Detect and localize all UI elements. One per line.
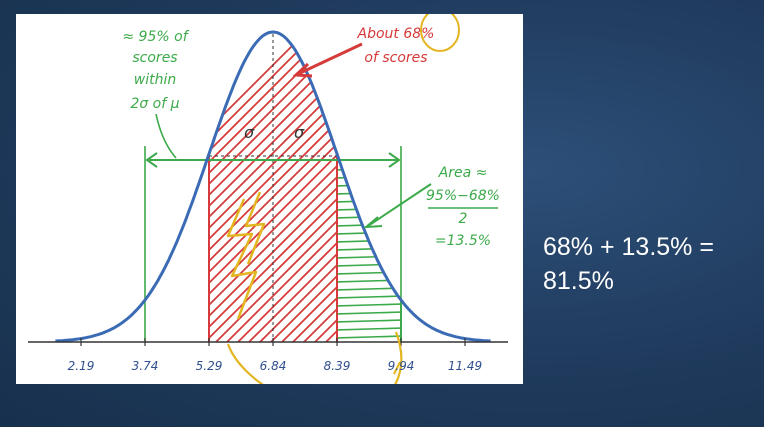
green-hatch-line (335, 144, 403, 146)
x-axis-tick-labels: 2.19 3.74 5.29 6.84 8.39 9.94 11.49 (68, 359, 483, 373)
green-hatch-line (337, 247, 401, 251)
red-hatch-line (248, 41, 337, 342)
right-annotation: Area ≈ 95%−68% 2 =13.5% (426, 165, 500, 249)
sigma-label-left: σ (244, 123, 255, 142)
yellow-scribble-2 (244, 191, 266, 265)
green-hatch-line (337, 295, 401, 299)
right-annotation-line-1: Area ≈ (438, 165, 488, 181)
arrow-head-left-icon (145, 152, 158, 168)
red-hatch-line (209, 41, 337, 342)
left-annotation-line-1: ≈ 95% of (122, 29, 189, 45)
green-hatch-line (337, 191, 401, 195)
green-hatch-line (337, 167, 401, 171)
green-hatch-line (337, 279, 401, 283)
calculation-line-2: 81.5% (543, 267, 614, 295)
tick-label-11-49: 11.49 (448, 359, 482, 373)
right-annotation-arrow (367, 183, 432, 227)
red-hatch-line (209, 41, 337, 342)
red-hatch-line (226, 41, 337, 342)
red-hatch-line (209, 41, 337, 342)
left-annotation-line-2: scores (132, 50, 177, 66)
red-hatch-line (259, 41, 337, 342)
yellow-scribble-1 (226, 198, 258, 320)
sigma-label-right: σ (294, 123, 305, 142)
calculation-text: 68% + 13.5% = 81.5% (543, 230, 758, 298)
red-hatch-line (209, 41, 337, 342)
red-hatch-line (209, 41, 337, 342)
top-annotation-line-1: About 68% (357, 26, 435, 42)
top-annotation-arrow (297, 42, 363, 76)
left-annotation: ≈ 95% of scores within 2σ of μ (122, 29, 189, 112)
yellow-underline-swoosh (226, 331, 403, 384)
green-hatch-line (337, 327, 401, 331)
normal-distribution-figure: σ σ ≈ 95% of scores within 2σ of μ About… (16, 14, 523, 384)
calculation-line-1: 68% + 13.5% = (543, 233, 714, 261)
right-annotation-line-3: 2 (459, 211, 468, 227)
red-hatch-line (209, 41, 319, 342)
red-hatch-line (502, 42, 523, 342)
red-hatch-line (209, 41, 337, 342)
red-hatch-line (237, 41, 337, 342)
red-hatch-line (215, 41, 337, 342)
red-hatch-line (209, 41, 330, 342)
green-hatch-line (335, 128, 403, 130)
green-hatch-line (337, 311, 401, 315)
top-annotation-line-2: of scores (364, 50, 427, 66)
green-hatch-line (337, 263, 401, 267)
green-hatch-line (337, 183, 401, 187)
green-hatch-line (335, 136, 403, 138)
left-annotation-pointer (155, 113, 177, 159)
green-hatch-line (337, 154, 401, 155)
tick-label-9-94: 9.94 (388, 359, 415, 373)
red-hatch-line (209, 41, 337, 342)
green-shaded-region (335, 120, 403, 339)
tick-label-3-74: 3.74 (132, 359, 159, 373)
red-hatch-line (513, 42, 523, 342)
red-hatch-line (209, 41, 297, 342)
bell-curve (55, 30, 491, 343)
yellow-tick-mark (393, 361, 401, 375)
tick-label-6-84: 6.84 (260, 359, 287, 373)
x-axis-ticks (80, 338, 466, 346)
right-annotation-line-4: =13.5% (435, 233, 491, 249)
left-annotation-line-4: 2σ of μ (130, 96, 179, 112)
arrow-head-right-icon (388, 152, 401, 168)
tick-label-8-39: 8.39 (324, 359, 351, 373)
red-shaded-region (209, 41, 523, 342)
green-hatch-line (337, 319, 401, 323)
red-hatch-line (209, 41, 337, 342)
green-hatch-line (337, 199, 401, 203)
right-annotation-arrow-head-icon (363, 216, 383, 229)
red-hatch-line (281, 41, 337, 342)
right-annotation-line-2: 95%−68% (426, 188, 500, 204)
yellow-circle-68-icon (420, 14, 460, 52)
red-hatch-line (209, 41, 308, 342)
tick-label-5-29: 5.29 (196, 359, 223, 373)
red-hatch-line (270, 41, 337, 342)
red-hatch-line (209, 41, 337, 342)
normal-curve-diagram: σ σ ≈ 95% of scores within 2σ of μ About… (28, 14, 523, 384)
red-hatch-line (209, 41, 337, 342)
red-hatch-line (209, 41, 337, 342)
top-annotation: About 68% of scores (357, 26, 435, 66)
tick-label-2-19: 2.19 (68, 359, 95, 373)
green-hatch-line (337, 335, 401, 339)
top-annotation-arrow-head-icon (292, 62, 313, 78)
green-hatch-line (337, 215, 401, 219)
green-hatch-line (335, 120, 403, 122)
red-hatch-line (209, 41, 337, 342)
green-hatch-line (337, 255, 401, 259)
red-hatch-line (209, 41, 337, 342)
green-hatch-line (337, 231, 401, 235)
green-hatch-line (337, 271, 401, 275)
red-hatch-line (209, 41, 337, 342)
green-hatch-line (337, 303, 401, 307)
left-annotation-line-3: within (134, 72, 176, 88)
